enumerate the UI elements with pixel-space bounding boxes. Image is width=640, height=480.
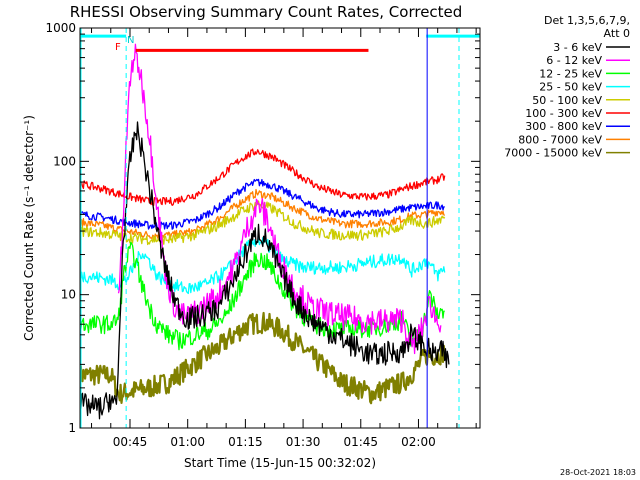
x-tick-label: 01:45: [343, 435, 378, 449]
y-tick-label: 1000: [45, 21, 76, 35]
flag-label-f: F: [115, 42, 121, 53]
timestamp: 28-Oct-2021 18:03: [560, 468, 636, 477]
x-axis-label: Start Time (15-Jun-15 00:32:02): [184, 456, 376, 470]
legend-label: 6 - 12 keV: [546, 54, 602, 67]
series-line-7000-15000-kev: [80, 311, 446, 405]
series-line-800-7000-kev: [80, 188, 446, 240]
y-tick-label: 100: [53, 154, 76, 168]
series-line-300-800-kev: [80, 178, 445, 230]
series-line-3-6-kev: [80, 121, 450, 420]
x-tick-label: 01:00: [170, 435, 205, 449]
chart-title: RHESSI Observing Summary Count Rates, Co…: [70, 3, 463, 21]
series-line-100-300-kev: [80, 148, 446, 207]
y-axis-label: Corrected Count Rate (s⁻¹ detector⁻¹): [22, 115, 36, 341]
legend-label: 25 - 50 keV: [539, 81, 602, 94]
x-tick-label: 00:45: [113, 435, 148, 449]
legend-label: 800 - 7000 keV: [518, 133, 602, 146]
legend-header-line-1: Det 1,3,5,6,7,9,: [544, 14, 630, 27]
x-tick-label: 01:15: [228, 435, 263, 449]
series-line-50-100-kev: [80, 200, 446, 246]
legend-label: 50 - 100 keV: [532, 94, 602, 107]
legend-label: 300 - 800 keV: [525, 120, 602, 133]
legend-label: 12 - 25 keV: [539, 67, 602, 80]
flag-label-n: N: [127, 35, 134, 46]
x-tick-label: 02:00: [401, 435, 436, 449]
legend-label: 7000 - 15000 keV: [504, 147, 602, 160]
series-line-25-50-kev: [80, 236, 446, 295]
x-tick-label: 01:30: [286, 435, 321, 449]
legend-header-line-2: Att 0: [604, 27, 630, 40]
legend-label: 3 - 6 keV: [553, 41, 602, 54]
series-line-12-25-kev: [80, 241, 445, 351]
y-tick-label: 10: [61, 288, 76, 302]
plot-frame: [79, 27, 481, 429]
y-tick-label: 1: [68, 421, 76, 435]
legend-label: 100 - 300 keV: [525, 107, 602, 120]
